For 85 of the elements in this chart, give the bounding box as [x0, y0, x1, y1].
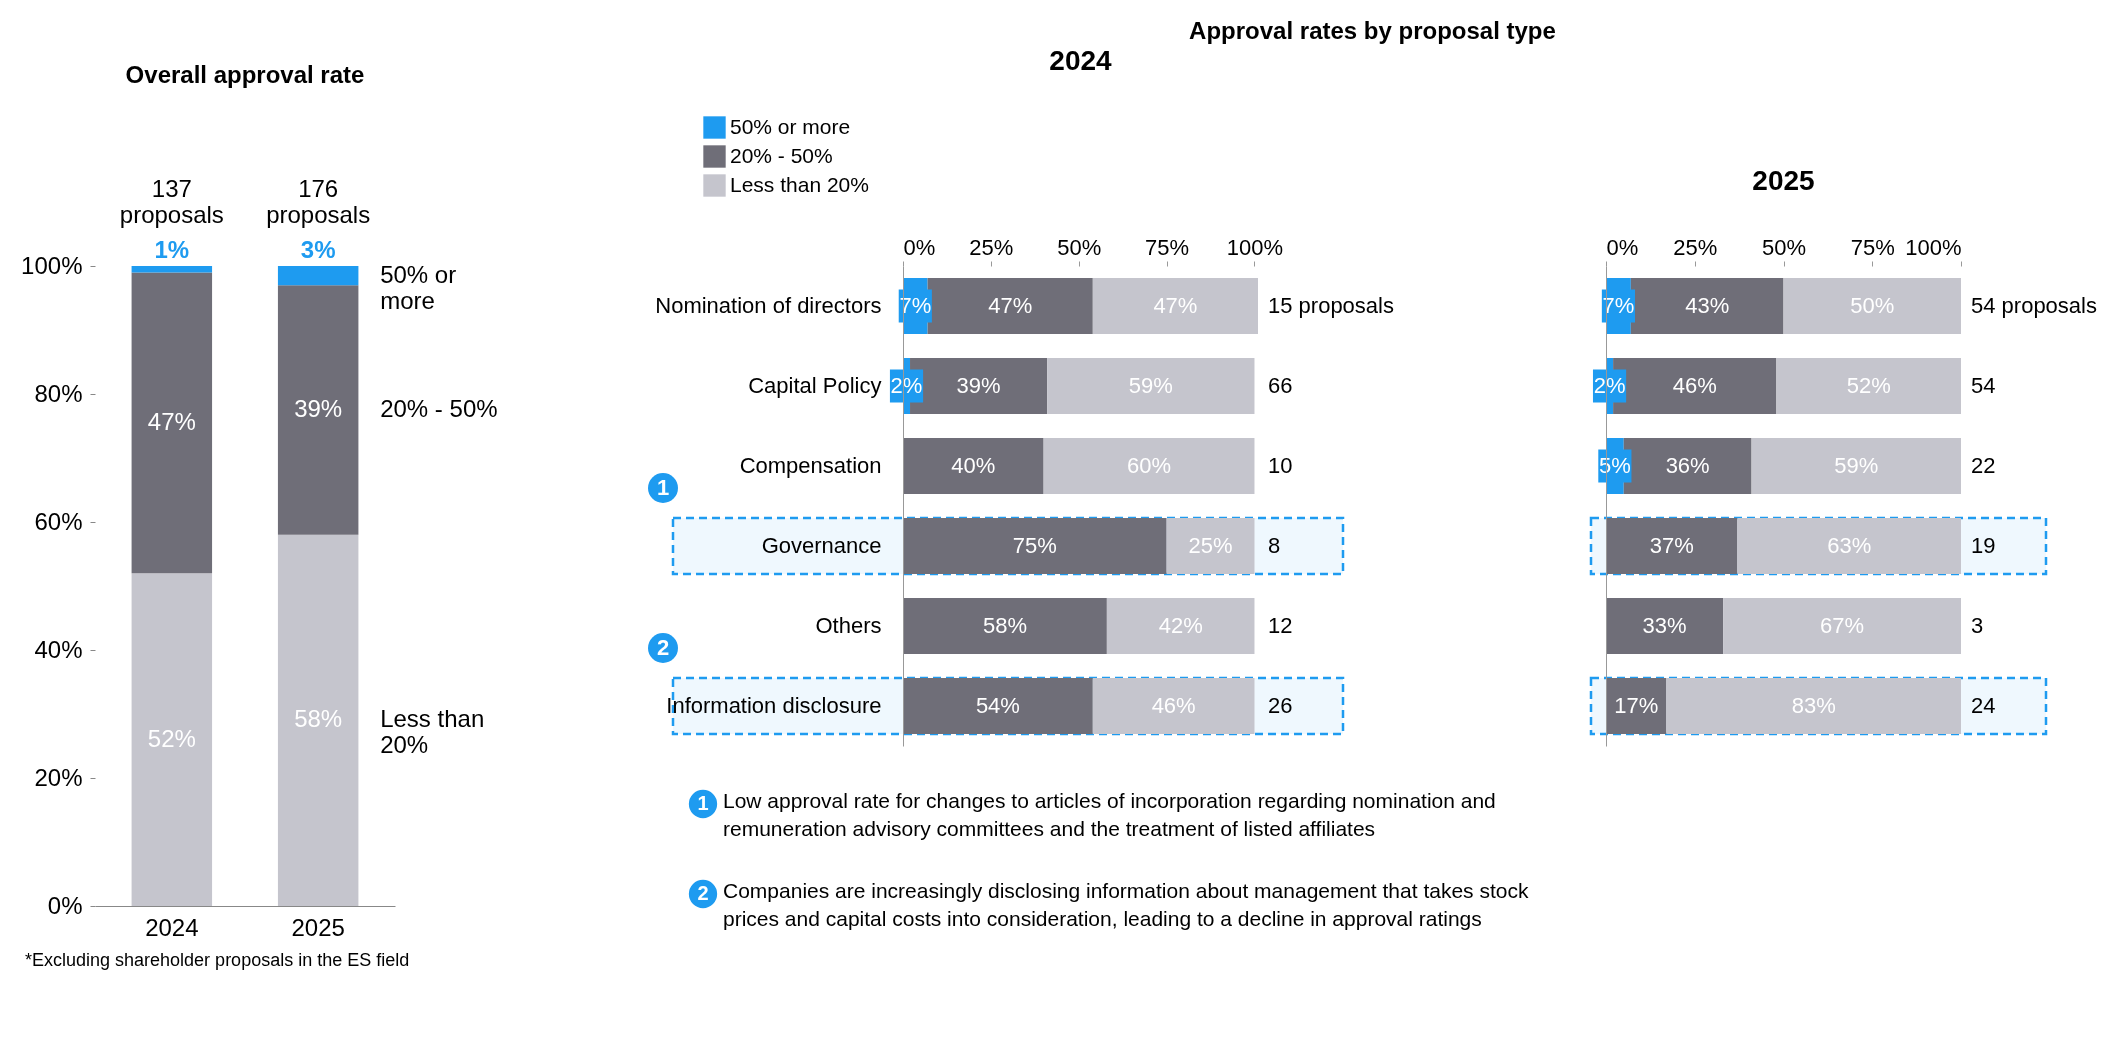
y-tick-label: 80% — [34, 379, 83, 407]
data-label: 46% — [1151, 693, 1196, 718]
text: 137 proposals — [119, 175, 224, 228]
y-tick-label: 60% — [34, 507, 83, 535]
x-tick-label: 25% — [969, 234, 1014, 260]
y-tick-label: 0% — [47, 891, 83, 919]
y-tick-label: Compensation — [739, 453, 882, 478]
data-label: 39% — [294, 395, 343, 422]
text: 24 — [1971, 693, 1996, 718]
text: 1 — [697, 792, 709, 814]
text: Approval rates by proposal type — [1189, 17, 1556, 44]
chart-title: Overall approval rate — [125, 61, 365, 88]
text: 66 — [1268, 373, 1293, 398]
y-tick-label: 20% — [34, 763, 83, 791]
x-tick-label: 100% — [1226, 234, 1284, 260]
y-tick-label: Information disclosure — [666, 693, 882, 718]
legend-label: 50% or more — [730, 114, 851, 138]
text: 2 — [697, 882, 709, 904]
data-label: 58% — [982, 613, 1027, 638]
text: 26 — [1268, 693, 1293, 718]
x-tick-label: 50% — [1761, 234, 1807, 260]
text: *Excluding shareholder proposals in the ES field — [25, 950, 410, 970]
y-tick-label: 100% — [21, 251, 83, 279]
text: 176 proposals — [266, 175, 371, 228]
text: Companies are increasingly disclosing information about management that takes stock prices and capital costs into consideration, leading to a decline in approval ratings — [723, 879, 1529, 930]
data-label: 59% — [1128, 373, 1173, 398]
data-label: 63% — [1827, 533, 1872, 558]
band-label: 2 — [656, 635, 670, 660]
data-label: 37% — [1649, 533, 1694, 558]
data-label: 33% — [1642, 613, 1687, 638]
data-label: 2% — [1593, 373, 1626, 398]
data-label: 39% — [956, 373, 1001, 398]
data-label: 2% — [890, 373, 923, 398]
y-tick-label: Nomination of directors — [655, 293, 882, 318]
band-label: 1 — [656, 475, 670, 500]
data-label: 40% — [951, 453, 996, 478]
data-label: 83% — [1791, 693, 1836, 718]
x-tick-label: 0% — [903, 234, 936, 260]
series-label: Less than 20% — [380, 705, 485, 759]
data-label: 25% — [1188, 533, 1233, 558]
data-label: 36% — [1665, 453, 1710, 478]
data-label: 67% — [1820, 613, 1865, 638]
data-label: 42% — [1158, 613, 1203, 638]
data-label: 47% — [147, 407, 196, 435]
text: 54 proposals — [1971, 293, 2097, 318]
y-tick-label: 40% — [34, 635, 83, 663]
x-tick-label: 75% — [1850, 234, 1895, 260]
series-label: 50% or more — [380, 260, 457, 314]
x-tick-label: 75% — [1145, 234, 1190, 260]
x-tick-label: 0% — [1606, 234, 1639, 260]
text: 15 proposals — [1268, 293, 1394, 318]
chart-title: 2025 — [1752, 165, 1815, 196]
chart-title: 2024 — [1049, 45, 1113, 76]
text: 12 — [1268, 613, 1293, 638]
data-label: 47% — [1153, 293, 1198, 318]
series-label: 20% - 50% — [380, 395, 498, 422]
text: Low approval rate for changes to articles of incorporation regarding nomination and remuneration advisory committees and the treatment of listed affiliates — [723, 789, 1496, 840]
legend-label: Less than 20% — [730, 172, 869, 196]
data-label: 50% — [1850, 293, 1895, 318]
data-label: 1% — [154, 236, 190, 263]
text: 10 — [1268, 453, 1293, 478]
data-label: 60% — [1127, 453, 1172, 478]
data-label: 47% — [988, 293, 1033, 318]
y-tick-label: Governance — [761, 533, 882, 558]
data-label: 43% — [1685, 293, 1730, 318]
data-label: 46% — [1672, 373, 1717, 398]
data-label: 3% — [300, 236, 336, 263]
y-tick-label: Capital Policy — [748, 373, 882, 398]
text: 3 — [1971, 613, 1984, 638]
legend-label: 20% - 50% — [730, 143, 833, 167]
data-label: 52% — [1846, 373, 1891, 398]
text: 54 — [1971, 373, 1996, 398]
text: 22 — [1971, 453, 1996, 478]
x-tick-label: 100% — [1905, 234, 1962, 260]
data-label: 17% — [1614, 693, 1659, 718]
text: 8 — [1268, 533, 1281, 558]
x-tick-label: 25% — [1673, 234, 1718, 260]
data-label: 58% — [294, 705, 343, 733]
y-tick-label: Others — [815, 613, 882, 638]
data-label: 52% — [147, 724, 196, 752]
x-tick-label: 50% — [1057, 234, 1102, 260]
data-label: 75% — [1012, 533, 1057, 558]
data-label: 54% — [975, 693, 1020, 718]
data-label: 59% — [1834, 453, 1879, 478]
text: 19 — [1971, 533, 1996, 558]
